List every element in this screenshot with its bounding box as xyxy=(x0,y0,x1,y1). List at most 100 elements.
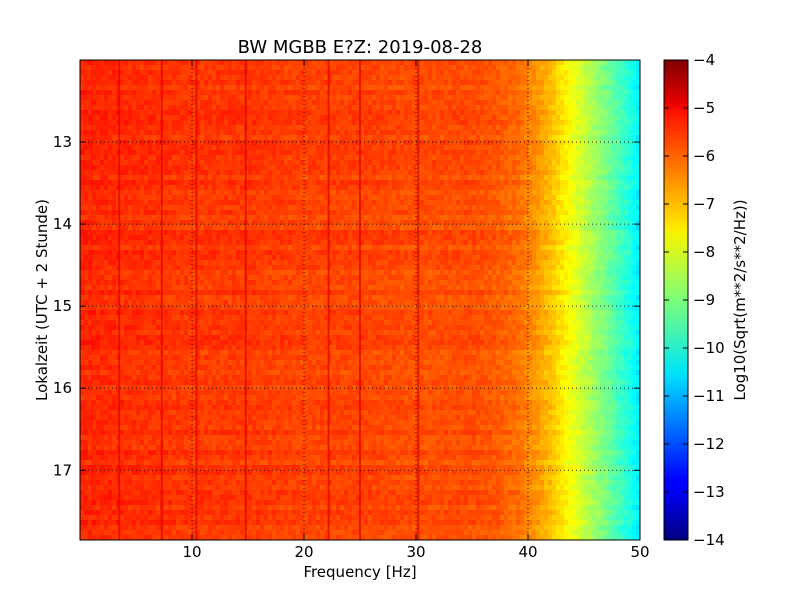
heatmap-cell xyxy=(188,190,193,196)
heatmap-cell xyxy=(320,195,325,201)
heatmap-cell xyxy=(156,105,161,111)
heatmap-cell xyxy=(452,185,457,191)
heatmap-cell xyxy=(384,185,389,191)
heatmap-cell xyxy=(192,140,197,146)
heatmap-cell xyxy=(200,110,205,116)
heatmap-cell xyxy=(348,165,353,171)
heatmap-cell xyxy=(260,60,265,66)
heatmap-cell xyxy=(128,85,133,91)
heatmap-cell xyxy=(264,80,269,86)
heatmap-cell xyxy=(260,185,265,191)
heatmap-cell xyxy=(280,115,285,121)
heatmap-cell xyxy=(96,150,101,156)
heatmap-cell xyxy=(488,145,493,151)
heatmap-cell xyxy=(420,120,425,126)
heatmap-cell xyxy=(356,135,361,141)
heatmap-cell xyxy=(464,190,469,196)
heatmap-cell xyxy=(132,235,137,241)
heatmap-cell xyxy=(376,225,381,231)
heatmap-cell xyxy=(280,140,285,146)
heatmap-cell xyxy=(168,130,173,136)
heatmap-cell xyxy=(532,170,537,176)
heatmap-cell xyxy=(348,140,353,146)
heatmap-cell xyxy=(560,175,565,181)
heatmap-cell xyxy=(520,220,525,226)
heatmap-cell xyxy=(184,65,189,71)
heatmap-cell xyxy=(504,125,509,131)
heatmap-cell xyxy=(264,135,269,141)
heatmap-cell xyxy=(520,175,525,181)
heatmap-cell xyxy=(268,145,273,151)
heatmap-cell xyxy=(240,65,245,71)
heatmap-cell xyxy=(216,60,221,66)
heatmap-cell xyxy=(424,110,429,116)
heatmap-cell xyxy=(164,155,169,161)
heatmap-cell xyxy=(584,100,589,106)
heatmap-cell xyxy=(536,155,541,161)
heatmap-cell xyxy=(260,65,265,71)
heatmap-cell xyxy=(412,155,417,161)
heatmap-cell xyxy=(92,75,97,81)
heatmap-cell xyxy=(324,160,329,166)
heatmap-cell xyxy=(120,190,125,196)
heatmap-cell xyxy=(620,90,625,96)
heatmap-cell xyxy=(524,225,529,231)
heatmap-cell xyxy=(192,85,197,91)
heatmap-cell xyxy=(320,95,325,101)
heatmap-cell xyxy=(220,135,225,141)
heatmap-cell xyxy=(448,165,453,171)
heatmap-cell xyxy=(432,160,437,166)
heatmap-cell xyxy=(280,100,285,106)
heatmap-cell xyxy=(144,120,149,126)
heatmap-cell xyxy=(636,230,640,236)
heatmap-cell xyxy=(232,200,237,206)
heatmap-cell xyxy=(400,225,405,231)
heatmap-cell xyxy=(516,155,521,161)
heatmap-cell xyxy=(572,205,577,211)
heatmap-cell xyxy=(584,65,589,71)
heatmap-cell xyxy=(220,150,225,156)
heatmap-cell xyxy=(568,105,573,111)
heatmap-cell xyxy=(284,230,289,236)
heatmap-cell xyxy=(336,200,341,206)
heatmap-cell xyxy=(436,220,441,226)
heatmap-cell xyxy=(144,100,149,106)
heatmap-cell xyxy=(236,80,241,86)
heatmap-cell xyxy=(496,125,501,131)
heatmap-cell xyxy=(632,90,637,96)
heatmap-cell xyxy=(332,140,337,146)
heatmap-cell xyxy=(296,115,301,121)
heatmap-cell xyxy=(364,65,369,71)
heatmap-cell xyxy=(280,60,285,66)
heatmap-cell xyxy=(560,160,565,166)
heatmap-cell xyxy=(488,150,493,156)
heatmap-cell xyxy=(384,200,389,206)
heatmap-cell xyxy=(516,225,521,231)
heatmap-cell xyxy=(96,80,101,86)
heatmap-cell xyxy=(204,180,209,186)
heatmap-cell xyxy=(448,220,453,226)
heatmap-cell xyxy=(164,95,169,101)
heatmap-cell xyxy=(232,140,237,146)
heatmap-cell xyxy=(380,185,385,191)
heatmap-cell xyxy=(212,185,217,191)
heatmap-cell xyxy=(452,150,457,156)
heatmap-cell xyxy=(432,150,437,156)
heatmap-cell xyxy=(100,145,105,151)
heatmap-cell xyxy=(512,185,517,191)
heatmap-cell xyxy=(284,80,289,86)
heatmap-cell xyxy=(368,195,373,201)
heatmap-cell xyxy=(340,235,345,241)
heatmap-cell xyxy=(580,130,585,136)
heatmap-cell xyxy=(604,160,609,166)
heatmap-cell xyxy=(164,235,169,241)
heatmap-cell xyxy=(492,170,497,176)
heatmap-cell xyxy=(304,75,309,81)
heatmap-cell xyxy=(356,150,361,156)
heatmap-cell xyxy=(264,145,269,151)
heatmap-cell xyxy=(388,225,393,231)
heatmap-cell xyxy=(112,195,117,201)
heatmap-cell xyxy=(332,195,337,201)
heatmap-cell xyxy=(168,90,173,96)
heatmap-cell xyxy=(104,150,109,156)
